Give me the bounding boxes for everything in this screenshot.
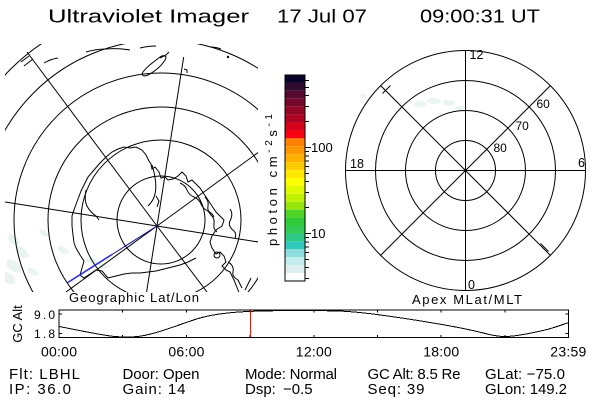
svg-text:Door: Open: Door: Open xyxy=(123,366,200,383)
svg-text:80: 80 xyxy=(494,141,508,155)
svg-text:IP: 36.0: IP: 36.0 xyxy=(9,381,71,398)
svg-text:1.8: 1.8 xyxy=(34,327,55,341)
svg-text:GLat: −75.0: GLat: −75.0 xyxy=(485,366,565,383)
svg-text:23:59: 23:59 xyxy=(550,344,586,360)
svg-text:0: 0 xyxy=(468,278,475,292)
svg-text:70: 70 xyxy=(516,119,530,133)
svg-text:Dsp:: Dsp: xyxy=(245,381,276,398)
svg-text:Flt: LBHL: Flt: LBHL xyxy=(9,366,80,383)
svg-text:12:00: 12:00 xyxy=(296,344,332,360)
svg-text:06:00: 06:00 xyxy=(168,344,204,360)
svg-text:09:00:31 UT: 09:00:31 UT xyxy=(420,7,540,27)
svg-text:10: 10 xyxy=(311,226,325,241)
svg-text:GC Alt: GC Alt xyxy=(10,305,25,343)
svg-text:Mode: Normal: Mode: Normal xyxy=(245,366,337,383)
svg-text:Ultraviolet Imager: Ultraviolet Imager xyxy=(48,7,249,27)
svg-text:100: 100 xyxy=(311,140,333,155)
svg-text:17 Jul 07: 17 Jul 07 xyxy=(277,7,367,27)
svg-text:GLon: 149.2: GLon: 149.2 xyxy=(485,381,567,398)
svg-text:12: 12 xyxy=(470,48,484,62)
svg-text:Gain: 14: Gain: 14 xyxy=(123,381,186,398)
svg-text:Geographic Lat/Lon: Geographic Lat/Lon xyxy=(69,290,199,305)
svg-text:9.0: 9.0 xyxy=(34,308,55,322)
svg-text:18:00: 18:00 xyxy=(423,344,459,360)
svg-text:Seq: 39: Seq: 39 xyxy=(368,381,425,398)
svg-text:6: 6 xyxy=(578,156,585,170)
svg-text:18: 18 xyxy=(350,157,364,171)
svg-text:−0.5: −0.5 xyxy=(283,381,313,398)
svg-text:GC Alt: 8.5 Re: GC Alt: 8.5 Re xyxy=(368,366,461,383)
svg-text:Apex MLat/MLT: Apex MLat/MLT xyxy=(412,292,522,307)
svg-text:60: 60 xyxy=(537,97,551,111)
svg-text:00:00: 00:00 xyxy=(41,344,77,360)
